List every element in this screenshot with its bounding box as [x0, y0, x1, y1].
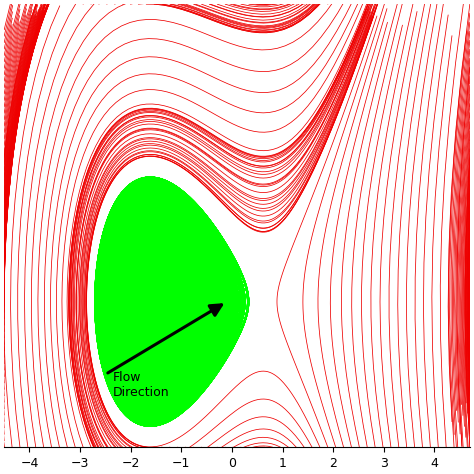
- Text: Flow
Direction: Flow Direction: [113, 371, 170, 399]
